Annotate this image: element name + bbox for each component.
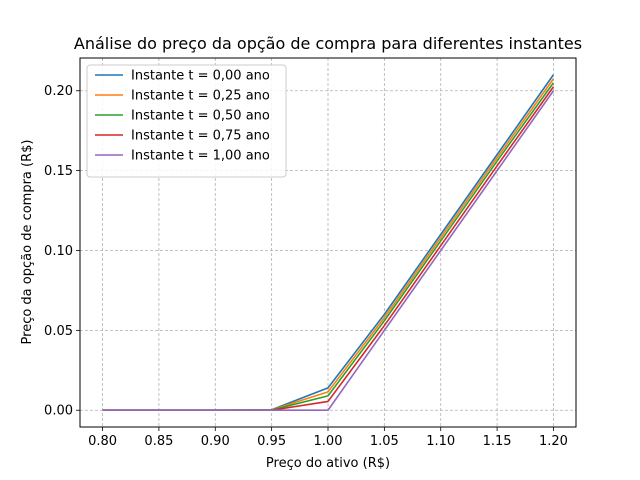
x-tick-label: 1.15 xyxy=(483,434,512,449)
series-line-4 xyxy=(102,90,555,412)
legend-label: Instante t = 0,00 ano xyxy=(131,69,270,84)
legend-label: Instante t = 0,25 ano xyxy=(131,89,270,104)
y-tick-label: 0.10 xyxy=(44,244,73,259)
x-tick-label: 0.80 xyxy=(88,434,117,449)
x-tick-label: 0.85 xyxy=(144,434,173,449)
legend-label: Instante t = 0,50 ano xyxy=(131,109,270,124)
x-tick-label: 1.10 xyxy=(426,434,455,449)
x-tick-label: 1.00 xyxy=(314,434,343,449)
y-axis-label: Preço da opção de compra (R$) xyxy=(20,140,35,345)
y-tick-label: 0.00 xyxy=(44,404,73,419)
y-tick-label: 0.20 xyxy=(44,84,73,99)
chart-title: Análise do preço da opção de compra para… xyxy=(74,34,582,53)
series-lines xyxy=(102,74,555,412)
x-tick-label: 0.95 xyxy=(257,434,286,449)
x-axis-label: Preço do ativo (R$) xyxy=(266,456,390,471)
legend-label: Instante t = 1,00 ano xyxy=(131,149,270,164)
x-axis: 0.80 0.85 0.90 0.95 1.00 1.05 1.10 1.15 1.20 xyxy=(88,427,568,449)
y-tick-label: 0.15 xyxy=(44,164,73,179)
x-tick-label: 1.05 xyxy=(370,434,399,449)
legend-label: Instante t = 0,75 ano xyxy=(131,129,270,144)
y-tick-label: 0.05 xyxy=(44,324,73,339)
x-tick-label: 0.90 xyxy=(201,434,230,449)
x-tick-label: 1.20 xyxy=(539,434,568,449)
legend-box xyxy=(86,64,287,178)
legend: Instante t = 0,00 ano Instante t = 0,25 a… xyxy=(86,64,287,178)
y-axis: 0.00 0.05 0.10 0.15 0.20 xyxy=(44,84,80,419)
